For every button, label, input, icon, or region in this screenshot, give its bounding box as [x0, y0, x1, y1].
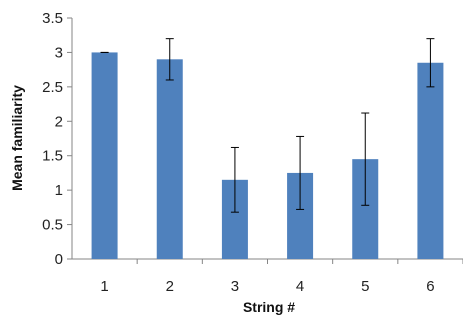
error-bars	[100, 38, 435, 213]
x-tick-label: 5	[361, 278, 369, 295]
x-ticks: 1 2 3 4 5 6	[100, 259, 463, 295]
y-axis-title: Mean familiarity	[9, 85, 25, 191]
x-tick-label: 6	[426, 278, 434, 295]
axes	[71, 18, 463, 260]
y-tick-label: 2	[55, 113, 63, 130]
y-tick-label: 0.5	[42, 217, 63, 234]
x-tick-label: 2	[166, 278, 174, 295]
y-tick-label: 0	[55, 251, 63, 268]
y-tick-label: 1.5	[42, 148, 63, 165]
bars	[91, 52, 444, 259]
y-tick-label: 1	[55, 182, 63, 199]
y-tick-label: 3	[55, 44, 63, 61]
x-axis-title: String #	[243, 299, 295, 315]
y-tick-label: 3.5	[42, 10, 63, 27]
bar	[156, 59, 183, 259]
x-tick-label: 3	[231, 278, 239, 295]
x-tick-label: 1	[100, 278, 108, 295]
y-tick-label: 2.5	[42, 79, 63, 96]
x-tick-label: 4	[296, 278, 304, 295]
y-ticks: 0 0.5 1 1.5 2 2.5 3 3.5	[42, 10, 72, 268]
bar	[91, 52, 118, 259]
bar	[417, 62, 444, 259]
